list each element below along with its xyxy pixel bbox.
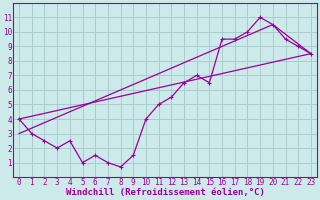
X-axis label: Windchill (Refroidissement éolien,°C): Windchill (Refroidissement éolien,°C) <box>66 188 264 197</box>
